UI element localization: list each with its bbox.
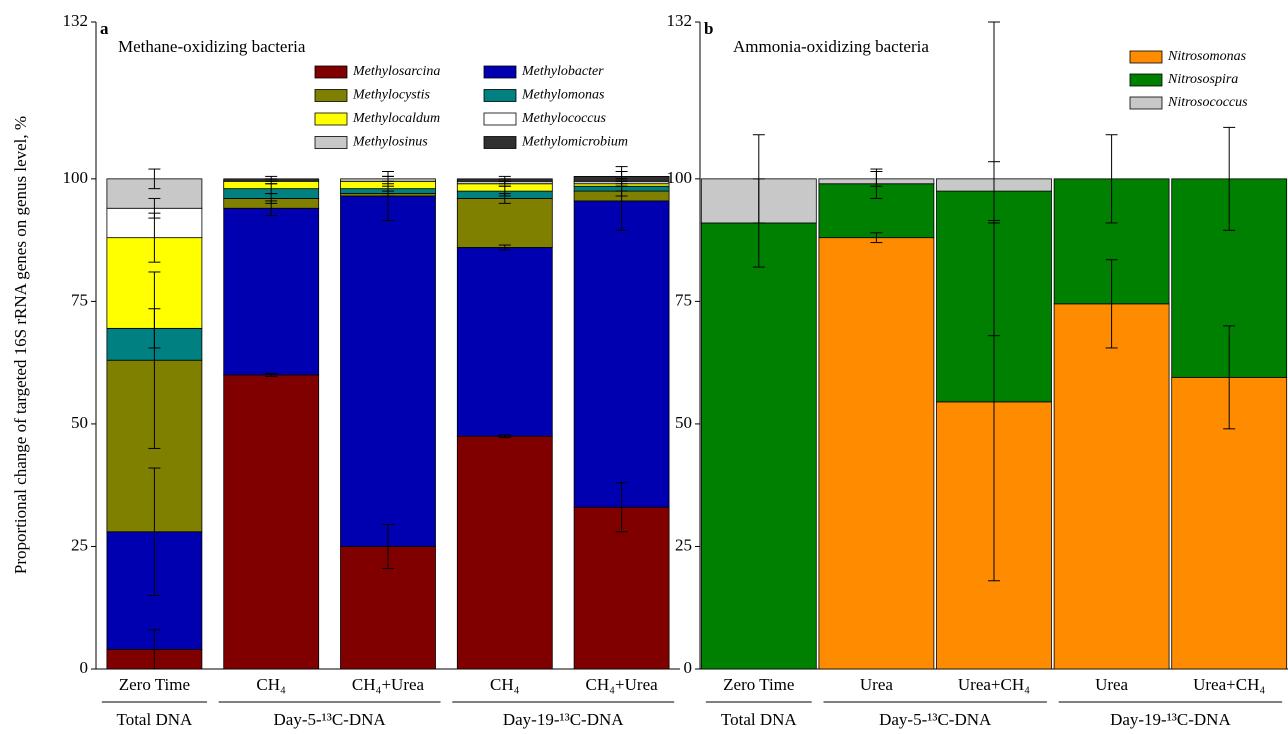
legend-label: Methylococcus (521, 111, 607, 126)
x-tick-label: CH₄+Urea (586, 675, 659, 694)
legend-swatch (483, 89, 517, 102)
group-label: Total DNA (721, 710, 797, 729)
bar-segment (223, 374, 320, 670)
legend-swatch (1129, 73, 1163, 87)
y-tick-label: 75 (675, 290, 692, 309)
y-tick-label: 100 (63, 168, 89, 187)
legend-label: Methylocaldum (352, 111, 440, 126)
legend-swatch (1129, 96, 1163, 110)
legend-swatch (483, 65, 517, 79)
y-tick-label: 50 (675, 413, 692, 432)
legend-swatch (1129, 50, 1163, 64)
x-tick-label: Urea (860, 675, 893, 694)
group-label: Day-19-¹³C-DNA (1110, 710, 1231, 729)
legend-swatch (483, 136, 517, 149)
y-tick-label: 0 (80, 658, 89, 677)
bar-segment (818, 237, 935, 670)
group-label: Day-5-¹³C-DNA (879, 710, 992, 729)
legend-label: Methylomonas (521, 88, 605, 103)
legend-label: Methylosarcina (352, 64, 440, 79)
x-tick-label: CH₄ (490, 675, 520, 694)
y-tick-label: 132 (63, 11, 89, 30)
y-axis-label: Proportional change of targeted 16S rRNA… (11, 116, 30, 574)
bar-segment (456, 247, 553, 437)
y-tick-label: 25 (675, 535, 692, 554)
y-tick-label: 0 (684, 658, 693, 677)
chart-title: Methane-oxidizing bacteria (118, 37, 306, 56)
bar-segment (573, 506, 670, 670)
panel-label: a (100, 19, 109, 38)
y-tick-label: 75 (71, 290, 88, 309)
legend-label: Nitrosomonas (1167, 49, 1247, 64)
bar-segment (340, 195, 436, 547)
bar-segment (573, 200, 670, 508)
group-label: Day-5-¹³C-DNA (274, 710, 387, 729)
group-label: Day-19-¹³C-DNA (503, 710, 624, 729)
y-tick-label: 25 (71, 535, 88, 554)
x-tick-label: Urea+CH₄ (1193, 675, 1265, 694)
bar-segment (456, 198, 553, 248)
legend-label: Methylomicrobium (521, 135, 628, 150)
legend-swatch (314, 89, 348, 102)
panel-label: b (704, 19, 713, 38)
legend-swatch (314, 65, 348, 79)
legend-label: Methylosinus (352, 135, 428, 150)
group-label: Total DNA (117, 710, 193, 729)
y-tick-label: 132 (667, 11, 693, 30)
chart-title: Ammonia-oxidizing bacteria (733, 37, 929, 56)
y-tick-label: 100 (667, 168, 693, 187)
bar-segment (456, 435, 553, 670)
legend-label: Methylobacter (521, 64, 604, 79)
legend-label: Nitrosococcus (1167, 95, 1248, 110)
legend-swatch (314, 136, 348, 149)
x-tick-label: CH₄ (256, 675, 286, 694)
legend-label: Nitrosospira (1167, 72, 1238, 87)
x-tick-label: Zero Time (723, 675, 794, 694)
legend-swatch (483, 112, 517, 126)
x-tick-label: Urea+CH₄ (958, 675, 1030, 694)
x-tick-label: CH₄+Urea (352, 675, 425, 694)
x-tick-label: Urea (1095, 675, 1128, 694)
x-tick-label: Zero Time (119, 675, 190, 694)
bar-segment (700, 222, 817, 670)
legend-swatch (314, 112, 348, 126)
bar-segment (223, 207, 320, 376)
legend-label: Methylocystis (352, 88, 431, 103)
y-tick-label: 50 (71, 413, 88, 432)
bar-segment (1053, 303, 1170, 670)
